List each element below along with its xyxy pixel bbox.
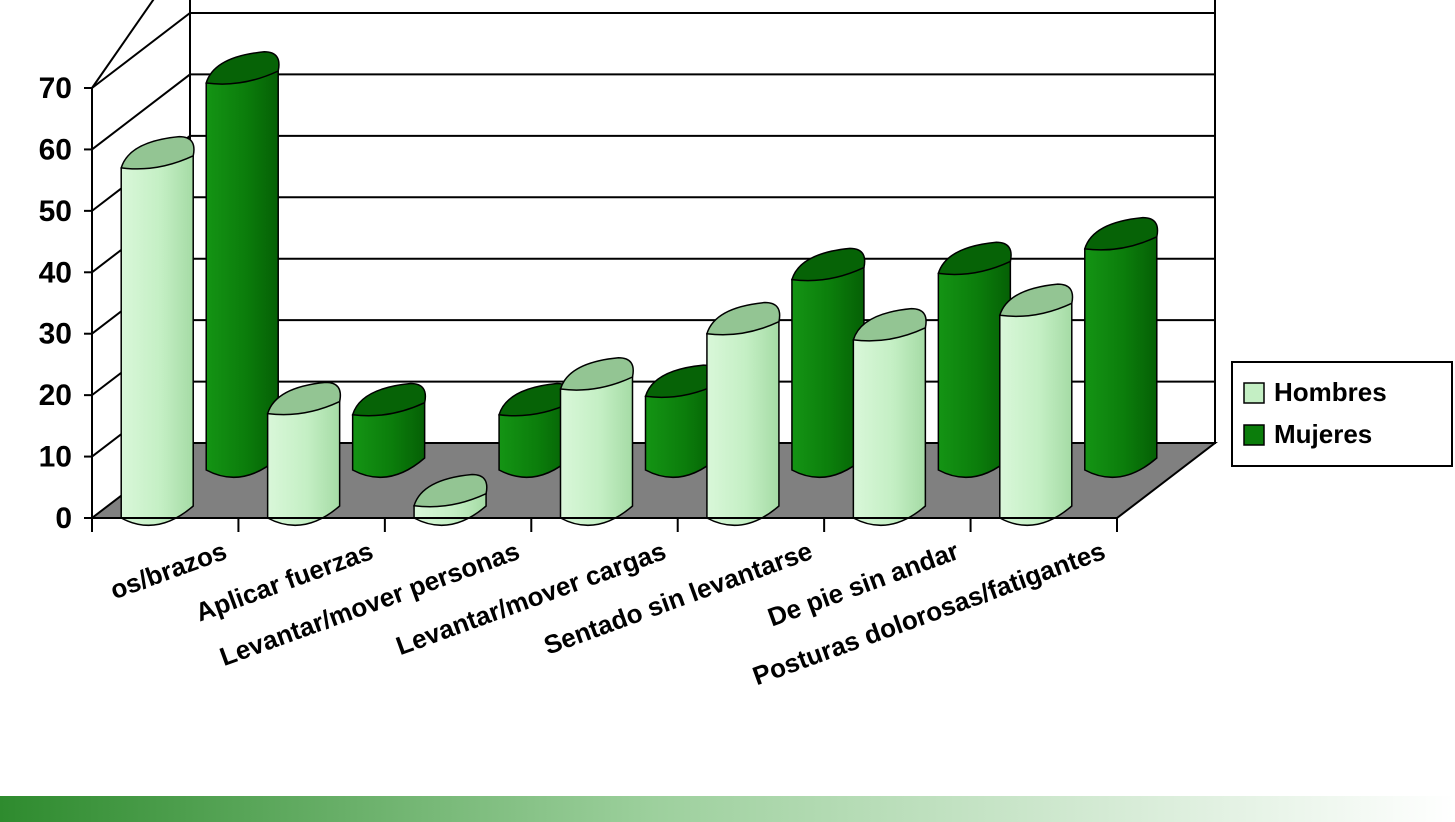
x-tick-label: Levantar/mover cargas: [392, 535, 670, 661]
bar-hombres-0-top: [120, 135, 195, 170]
y-tick-label: 60: [39, 133, 72, 166]
gridline: [91, 73, 1215, 151]
y-tick-label: 10: [39, 441, 72, 474]
legend-box: [1231, 361, 1453, 467]
bar-hombres-1-body: [266, 400, 341, 527]
y-tick-label: 20: [39, 379, 72, 412]
bar-hombres-5-top: [852, 307, 927, 342]
bar-mujeres-1-top: [351, 382, 427, 417]
gridline: [91, 12, 1215, 89]
bar-mujeres-6-top: [1083, 216, 1159, 251]
bar-hombres-6-body: [999, 302, 1073, 527]
x-tick-label: Sentado sin levantarse: [540, 535, 816, 660]
bar-hombres-5-body: [852, 326, 927, 527]
bar-hombres-6: [998, 283, 1074, 527]
decorative-band: [0, 796, 1455, 822]
bar-mujeres-0-top: [205, 51, 280, 85]
bar-mujeres-5: [937, 241, 1012, 479]
bar-hombres-6-top: [998, 283, 1074, 318]
left-wall-top-edge: [91, 0, 155, 89]
bar-mujeres-6-body: [1084, 235, 1158, 479]
bar-hombres-4: [705, 301, 781, 527]
y-tick-label: 70: [39, 72, 72, 105]
bar-mujeres-6: [1083, 216, 1159, 479]
legend-label: Hombres: [1274, 377, 1387, 407]
legend: Hombres Mujeres: [1231, 361, 1453, 467]
legend-swatch: [1243, 424, 1265, 446]
bar-mujeres-3: [644, 364, 719, 479]
bar-mujeres-4-top: [790, 247, 866, 282]
bar-hombres-0-body: [120, 154, 194, 527]
y-tick-label: 50: [39, 195, 72, 228]
y-tick-label: 40: [39, 256, 72, 289]
legend-swatch: [1243, 382, 1265, 404]
bar-mujeres-0: [205, 51, 280, 479]
bar-hombres-1: [266, 381, 342, 527]
bar-mujeres-4: [790, 247, 866, 479]
bar-hombres-5: [852, 307, 927, 527]
y-tick-label: 0: [55, 502, 72, 535]
bar-hombres-3-body: [559, 376, 634, 527]
bar-hombres-3-top: [559, 357, 634, 391]
bar-hombres-1-top: [266, 381, 342, 416]
bar-hombres-4-top: [705, 301, 781, 336]
bar-mujeres-5-top: [937, 241, 1012, 276]
bar-hombres-0: [120, 135, 195, 527]
legend-label: Mujeres: [1274, 419, 1372, 449]
bar-mujeres-1-body: [351, 401, 426, 479]
y-tick-label: 30: [39, 318, 72, 351]
bar-mujeres-1: [351, 382, 427, 479]
bar-hombres-3: [559, 357, 634, 527]
bar-hombres-2-top: [413, 473, 488, 508]
bar-hombres-4-body: [706, 320, 780, 527]
